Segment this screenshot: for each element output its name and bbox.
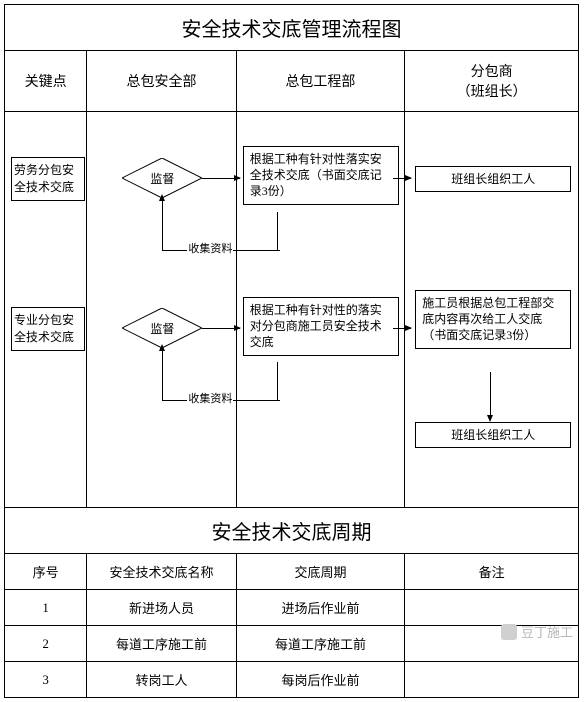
arrow-feedback1-up bbox=[159, 194, 165, 201]
period-row-3: 3 转岗工人 每岗后作业前 bbox=[5, 662, 579, 698]
period-row-2: 2 每道工序施工前 每道工序施工前 bbox=[5, 626, 579, 662]
line-c1-feedback-v bbox=[277, 212, 278, 250]
arrow-feedback2-up bbox=[159, 344, 165, 351]
period-title: 安全技术交底周期 bbox=[5, 508, 579, 554]
main-title: 安全技术交底管理流程图 bbox=[5, 5, 579, 51]
header-subcontractor: 分包商 （班组长） bbox=[405, 51, 579, 112]
line-c2-feedback-v bbox=[277, 362, 278, 400]
cell: 每岗后作业前 bbox=[236, 662, 405, 698]
cell: 新进场人员 bbox=[87, 590, 236, 626]
cell: 每道工序施工前 bbox=[87, 626, 236, 662]
label-feedback-1: 收集资料 bbox=[187, 240, 233, 256]
lane-eng-dept: 根据工种有针对性落实安全技术交底（书面交底记录3份） 根据工种有针对性的落实对分… bbox=[236, 112, 405, 508]
cell: 进场后作业前 bbox=[236, 590, 405, 626]
header-sub-line1: 分包商 bbox=[471, 65, 513, 80]
column-headers: 关键点 总包安全部 总包工程部 分包商 （班组长） bbox=[5, 51, 579, 112]
cell bbox=[405, 590, 579, 626]
cell: 每道工序施工前 bbox=[236, 626, 405, 662]
box-d1: 班组长组织工人 bbox=[415, 166, 571, 192]
arrow-b2-c2 bbox=[202, 328, 240, 329]
period-h-name: 安全技术交底名称 bbox=[87, 554, 236, 590]
box-c2: 根据工种有针对性的落实对分包商施工员安全技术交底 bbox=[243, 297, 399, 356]
period-row-1: 1 新进场人员 进场后作业前 bbox=[5, 590, 579, 626]
cell: 2 bbox=[5, 626, 87, 662]
cell: 1 bbox=[5, 590, 87, 626]
arrow-d2-d3 bbox=[487, 415, 493, 422]
header-safety-dept: 总包安全部 bbox=[87, 51, 236, 112]
cell bbox=[405, 662, 579, 698]
line-feedback2-v bbox=[162, 348, 163, 400]
header-sub-line2: （班组长） bbox=[457, 85, 527, 100]
decision-label-1: 监督 bbox=[122, 170, 202, 187]
period-header-row: 序号 安全技术交底名称 交底周期 备注 bbox=[5, 554, 579, 590]
box-d2: 施工员根据总包工程部交底内容再次给工人交底（书面交底记录3份） bbox=[415, 290, 571, 349]
wechat-icon bbox=[501, 624, 517, 640]
lane-subcontractor: 班组长组织工人 施工员根据总包工程部交底内容再次给工人交底（书面交底记录3份） … bbox=[405, 112, 579, 508]
keypoint-specialty: 专业分包安全技术交底 bbox=[11, 307, 85, 351]
lane-safety-dept: 监督 收集资料 监督 收集资料 bbox=[87, 112, 236, 508]
header-eng-dept: 总包工程部 bbox=[236, 51, 405, 112]
period-h-no: 序号 bbox=[5, 554, 87, 590]
cell: 转岗工人 bbox=[87, 662, 236, 698]
decision-supervise-2: 监督 bbox=[122, 308, 202, 348]
watermark-text: 豆丁施工 bbox=[521, 625, 573, 640]
label-feedback-2: 收集资料 bbox=[187, 390, 233, 406]
cell: 3 bbox=[5, 662, 87, 698]
line-d2-d3 bbox=[490, 372, 491, 417]
keypoint-labor: 劳务分包安全技术交底 bbox=[11, 157, 85, 201]
flowchart-container: 安全技术交底管理流程图 关键点 总包安全部 总包工程部 分包商 （班组长） 劳务… bbox=[4, 4, 579, 698]
lane-keypoints: 劳务分包安全技术交底 专业分包安全技术交底 bbox=[5, 112, 87, 508]
header-keypoint: 关键点 bbox=[5, 51, 87, 112]
box-c1: 根据工种有针对性落实安全技术交底（书面交底记录3份） bbox=[243, 146, 399, 205]
line-feedback1-v bbox=[162, 198, 163, 250]
period-h-note: 备注 bbox=[405, 554, 579, 590]
decision-supervise-1: 监督 bbox=[122, 158, 202, 198]
arrow-b1-c1 bbox=[202, 178, 240, 179]
decision-label-2: 监督 bbox=[122, 320, 202, 337]
period-h-period: 交底周期 bbox=[236, 554, 405, 590]
watermark: 豆丁施工 bbox=[501, 622, 573, 641]
box-d3: 班组长组织工人 bbox=[415, 422, 571, 448]
